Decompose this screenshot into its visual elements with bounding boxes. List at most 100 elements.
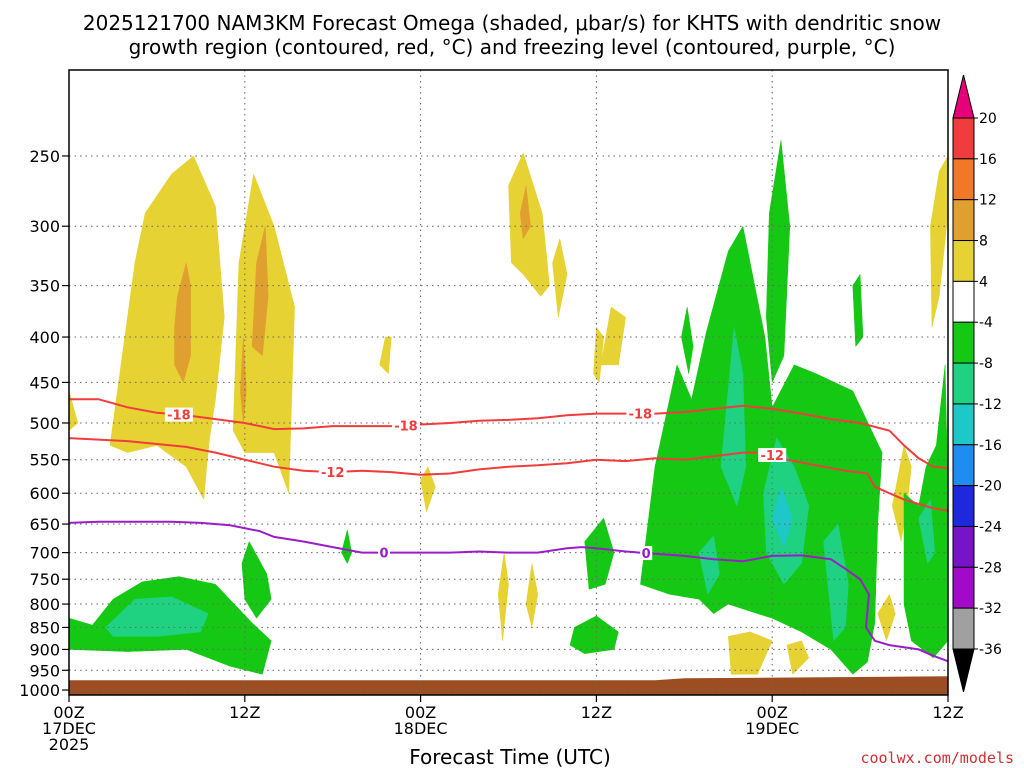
y-tick-label: 800 bbox=[29, 595, 60, 614]
omega-shaded-region bbox=[109, 155, 225, 501]
colorbar-swatch bbox=[952, 485, 975, 527]
colorbar-swatch bbox=[952, 444, 975, 487]
x-tick-label: 2025 bbox=[49, 735, 90, 754]
omega-shaded-region bbox=[930, 155, 948, 328]
colorbar-swatch bbox=[952, 403, 975, 446]
omega-shaded-region bbox=[698, 535, 720, 595]
colorbar-label: -20 bbox=[979, 479, 1002, 495]
colorbar-label: 4 bbox=[979, 274, 988, 290]
colorbar-label: -4 bbox=[979, 315, 993, 331]
x-tick-label: 17DEC bbox=[42, 719, 96, 738]
contour-label-bg bbox=[640, 546, 653, 561]
omega-shaded-region bbox=[69, 390, 79, 431]
contour-label: 0 bbox=[642, 547, 651, 562]
terrain-fill bbox=[69, 676, 948, 695]
y-tick-label: 350 bbox=[29, 277, 60, 296]
x-tick-label: 12Z bbox=[229, 703, 260, 722]
omega-shaded-region bbox=[105, 596, 209, 637]
y-tick-label: 250 bbox=[29, 147, 60, 166]
x-tick-label: 00Z bbox=[53, 703, 84, 722]
colorbar-label: -16 bbox=[979, 438, 1002, 454]
y-tick-label: 850 bbox=[29, 618, 60, 637]
colorbar-swatch bbox=[952, 566, 975, 609]
y-tick-label: 650 bbox=[29, 515, 60, 534]
colorbar-swatch bbox=[952, 362, 975, 405]
x-tick-label: 12Z bbox=[581, 703, 612, 722]
colorbar-swatch bbox=[952, 158, 975, 201]
omega-shaded-region bbox=[852, 273, 864, 348]
omega-shaded-region bbox=[877, 593, 896, 642]
chart-title-line1: 2025121700 NAM3KM Forecast Omega (shaded… bbox=[83, 11, 941, 35]
omega-shaded-region bbox=[584, 517, 615, 590]
terrain-layer bbox=[69, 676, 948, 695]
colorbar-top-arrow bbox=[952, 74, 975, 119]
contour-label: -12 bbox=[760, 449, 784, 464]
contour-layer: -18 -18 -18 -12 -12 0 0 bbox=[69, 398, 948, 663]
omega-shaded-region bbox=[728, 631, 773, 675]
colorbar-label: -24 bbox=[979, 519, 1002, 535]
x-tick-label: 18DEC bbox=[394, 719, 448, 738]
colorbar-label: 12 bbox=[979, 193, 997, 209]
colorbar-label: -28 bbox=[979, 560, 1002, 576]
colorbar-label: -32 bbox=[979, 601, 1002, 617]
x-tick-label: 00Z bbox=[405, 703, 436, 722]
y-tick-label: 550 bbox=[29, 451, 60, 470]
omega-shaded-region bbox=[519, 185, 531, 240]
omega-shaded-region bbox=[681, 306, 694, 374]
colorbar-label: 8 bbox=[979, 234, 988, 250]
contour-label: -18 bbox=[394, 419, 418, 434]
colorbar-label: -12 bbox=[979, 397, 1002, 413]
y-tick-label: 750 bbox=[29, 570, 60, 589]
y-tick-label: 950 bbox=[29, 661, 60, 680]
omega-shaded-region bbox=[251, 226, 269, 357]
contour-label-bg bbox=[318, 465, 347, 480]
colorbar-label: 16 bbox=[979, 152, 997, 168]
chart-title-line2: growth region (contoured, red, °C) and f… bbox=[129, 35, 896, 59]
contour-label: -12 bbox=[321, 466, 345, 481]
colorbar-swatch bbox=[952, 117, 975, 160]
colorbar-swatch bbox=[952, 607, 975, 650]
x-tick-label: 00Z bbox=[757, 703, 788, 722]
y-tick-label: 500 bbox=[29, 414, 60, 433]
contour-label: 0 bbox=[379, 547, 388, 562]
contour-line bbox=[69, 437, 948, 512]
contour-label-bg bbox=[377, 545, 390, 560]
colorbar-label: 20 bbox=[979, 111, 997, 127]
credit-text: coolwx.com/models bbox=[860, 749, 1014, 767]
omega-shaded-region bbox=[766, 140, 791, 383]
colorbar-label: -8 bbox=[979, 356, 993, 372]
colorbar-swatch bbox=[952, 321, 975, 364]
colorbar: 20 16 12 8 4 -4 -8 -12 -16 -20 -24 -28 -32 -36 bbox=[952, 74, 1002, 693]
contour-label: -18 bbox=[167, 409, 191, 424]
omega-shaded-region bbox=[600, 306, 626, 366]
grid-layer bbox=[69, 70, 948, 695]
colorbar-label: -36 bbox=[979, 642, 1002, 658]
omega-shaded-region bbox=[525, 563, 539, 628]
contour-label-bg bbox=[164, 407, 193, 422]
y-tick-label: 1000 bbox=[19, 681, 60, 700]
contour-label-bg bbox=[626, 406, 655, 421]
colorbar-swatch bbox=[952, 280, 975, 323]
contour-line bbox=[69, 398, 948, 469]
contour-label: -18 bbox=[629, 408, 653, 423]
y-tick-label: 400 bbox=[29, 328, 60, 347]
colorbar-swatch bbox=[952, 240, 975, 282]
omega-shading-layer bbox=[69, 140, 948, 675]
contour-label-bg bbox=[758, 448, 787, 463]
plot-area: -18 -18 -18 -12 -12 0 0 bbox=[68, 69, 949, 696]
contour-line bbox=[69, 520, 948, 663]
omega-shaded-region bbox=[786, 640, 810, 675]
y-tick-label: 300 bbox=[29, 217, 60, 236]
x-axis-label: Forecast Time (UTC) bbox=[409, 745, 611, 768]
omega-shaded-region bbox=[823, 523, 849, 642]
y-tick-label: 450 bbox=[29, 373, 60, 392]
omega-shaded-region bbox=[771, 485, 793, 548]
y-tick-label: 700 bbox=[29, 544, 60, 563]
x-tick-label: 19DEC bbox=[745, 719, 799, 738]
contour-label-bg bbox=[391, 418, 420, 433]
omega-shaded-region bbox=[892, 444, 912, 542]
colorbar-bottom-arrow bbox=[952, 648, 975, 693]
omega-shaded-region bbox=[341, 529, 352, 565]
